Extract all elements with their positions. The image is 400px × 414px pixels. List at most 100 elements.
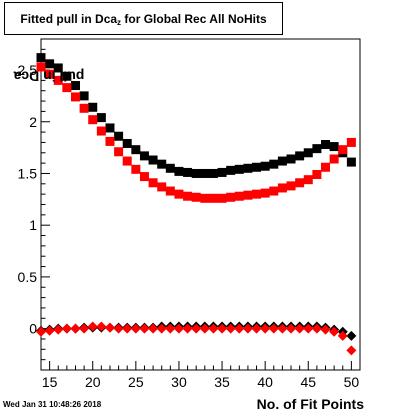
red-square-point bbox=[277, 183, 287, 193]
red-diamond-point bbox=[104, 322, 115, 333]
y-axis-label-main: pull in Dca bbox=[13, 68, 85, 85]
black-square-point bbox=[96, 113, 106, 123]
red-square-point bbox=[45, 69, 55, 79]
red-diamond-point bbox=[217, 323, 228, 334]
title-main: Fitted pull in Dca bbox=[20, 11, 118, 26]
red-square-point bbox=[269, 186, 279, 196]
black-square-point bbox=[295, 151, 305, 161]
red-square-point bbox=[286, 181, 296, 191]
red-square-point bbox=[234, 191, 244, 201]
title-tail: for Global Rec All NoHits bbox=[121, 11, 267, 26]
red-diamond-point bbox=[303, 323, 314, 334]
red-square-point bbox=[79, 103, 89, 113]
red-square-point bbox=[96, 126, 106, 136]
red-square-point bbox=[217, 193, 227, 203]
black-square-point bbox=[114, 131, 124, 141]
red-diamond-point bbox=[139, 323, 150, 334]
red-diamond-point bbox=[70, 323, 81, 334]
y-tick-label: 1.5 bbox=[18, 165, 38, 181]
red-diamond-point bbox=[113, 323, 124, 334]
black-square-point bbox=[312, 144, 322, 154]
black-square-point bbox=[260, 161, 270, 171]
red-diamond-point bbox=[199, 323, 210, 334]
x-tick-label: 50 bbox=[344, 374, 360, 390]
black-square-point bbox=[70, 81, 80, 91]
x-tick-label: 40 bbox=[257, 374, 273, 390]
red-diamond-point bbox=[337, 330, 348, 341]
red-diamond-point bbox=[173, 323, 184, 334]
black-square-point bbox=[321, 140, 331, 150]
red-square-point bbox=[36, 62, 46, 72]
red-square-point bbox=[139, 172, 149, 182]
red-diamond-point bbox=[191, 323, 202, 334]
x-axis-label: No. of Fit Points bbox=[256, 396, 364, 412]
black-square-point bbox=[105, 123, 115, 133]
black-square-point bbox=[303, 148, 313, 158]
x-tick-label: 20 bbox=[85, 374, 101, 390]
red-diamond-point bbox=[156, 323, 167, 334]
black-square-point bbox=[183, 167, 193, 177]
data-marks bbox=[36, 53, 357, 356]
red-diamond-point bbox=[286, 323, 297, 334]
red-diamond-point bbox=[148, 323, 159, 334]
red-diamond-point bbox=[260, 323, 271, 334]
black-square-point bbox=[329, 142, 339, 152]
title-subscript: z bbox=[117, 18, 122, 27]
y-tick-label: 1 bbox=[29, 217, 37, 233]
red-square-point bbox=[105, 136, 115, 146]
red-diamond-point bbox=[277, 323, 288, 334]
red-square-point bbox=[303, 175, 313, 185]
red-diamond-point bbox=[242, 323, 253, 334]
red-square-point bbox=[70, 92, 80, 102]
black-square-point bbox=[277, 156, 287, 166]
red-square-point bbox=[252, 189, 262, 199]
red-square-point bbox=[200, 193, 210, 203]
x-tick-label: 15 bbox=[42, 374, 58, 390]
red-diamond-point bbox=[208, 323, 219, 334]
red-diamond-point bbox=[165, 323, 176, 334]
black-square-point bbox=[269, 159, 279, 169]
black-square-point bbox=[346, 157, 356, 167]
y-tick-label: 0.5 bbox=[18, 269, 38, 285]
red-square-point bbox=[122, 156, 132, 166]
red-square-point bbox=[183, 191, 193, 201]
black-square-point bbox=[165, 163, 175, 173]
timestamp: Wed Jan 31 10:48:26 2018 bbox=[3, 400, 102, 409]
black-square-point bbox=[79, 91, 89, 101]
black-square-point bbox=[139, 151, 149, 161]
red-square-point bbox=[243, 190, 253, 200]
black-square-point bbox=[45, 59, 55, 69]
black-square-point bbox=[174, 166, 184, 176]
black-square-point bbox=[191, 168, 201, 178]
plot-frame bbox=[40, 38, 361, 371]
red-square-point bbox=[329, 154, 339, 164]
red-square-point bbox=[131, 164, 141, 174]
black-square-point bbox=[88, 102, 98, 112]
red-square-point bbox=[295, 178, 305, 188]
red-square-point bbox=[321, 162, 331, 172]
black-square-point bbox=[252, 162, 262, 172]
y-axis-label: pull in Dca z bbox=[1, 40, 84, 130]
red-square-point bbox=[148, 178, 158, 188]
black-diamond-point bbox=[346, 330, 357, 341]
black-square-point bbox=[200, 168, 210, 178]
red-diamond-point bbox=[251, 323, 262, 334]
red-square-point bbox=[346, 137, 356, 147]
red-diamond-point bbox=[225, 323, 236, 334]
black-square-point bbox=[36, 53, 46, 63]
red-square-point bbox=[191, 192, 201, 202]
red-square-point bbox=[174, 189, 184, 199]
red-diamond-point bbox=[311, 323, 322, 334]
black-square-point bbox=[286, 154, 296, 164]
y-tick-label: 2.5 bbox=[18, 62, 38, 78]
red-square-point bbox=[260, 188, 270, 198]
black-square-point bbox=[226, 165, 236, 175]
red-diamond-point bbox=[182, 323, 193, 334]
red-diamond-point bbox=[44, 325, 55, 336]
axes: 15 20 25 30 35 40 45 50 0 0.5 1 1.5 2 2.5 bbox=[18, 38, 361, 390]
red-diamond-point bbox=[87, 321, 98, 332]
red-square-point bbox=[53, 75, 63, 85]
black-square-point bbox=[148, 155, 158, 165]
red-square-point bbox=[338, 145, 348, 155]
